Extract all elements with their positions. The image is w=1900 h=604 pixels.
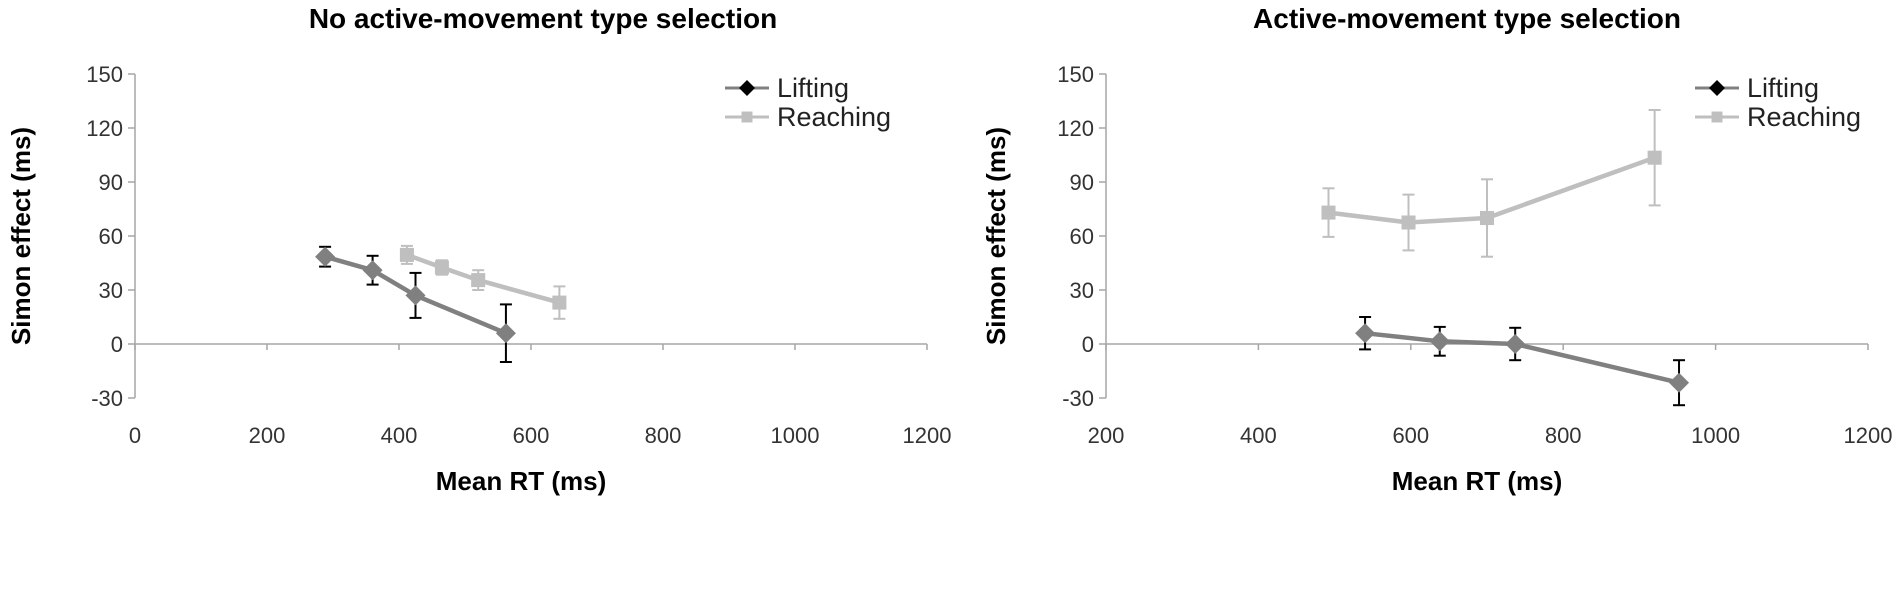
x-tick-label: 400 xyxy=(381,423,418,448)
legend-label: Lifting xyxy=(1747,73,1819,103)
series-line xyxy=(324,254,507,336)
y-tick-label: 90 xyxy=(1070,170,1094,195)
y-tick-label: 150 xyxy=(1057,62,1094,87)
x-tick-label: 800 xyxy=(1545,423,1582,448)
y-tick-label: 0 xyxy=(1082,332,1094,357)
data-point xyxy=(1505,334,1526,354)
data-point xyxy=(1321,205,1336,220)
y-tick-label: 0 xyxy=(111,332,123,357)
y-tick-label: 60 xyxy=(1070,224,1094,249)
legend-label: Reaching xyxy=(1747,102,1861,132)
data-point xyxy=(1479,210,1495,226)
legend-entry-reaching: Reaching xyxy=(725,102,891,132)
legend-marker xyxy=(739,80,755,96)
chart-title: Active-movement type selection xyxy=(1253,3,1681,34)
x-tick-label: 1000 xyxy=(1691,423,1740,448)
data-point xyxy=(1401,215,1416,230)
legend-marker xyxy=(1711,111,1723,123)
x-tick-label: 1000 xyxy=(771,423,820,448)
data-point xyxy=(1355,323,1376,344)
y-axis-title: Simon effect (ms) xyxy=(6,127,36,345)
legend-entry-lifting: Lifting xyxy=(725,73,849,103)
legend-label: Lifting xyxy=(777,73,849,103)
data-point xyxy=(434,260,449,275)
legend-entry-lifting: Lifting xyxy=(1695,73,1819,103)
x-axis-title: Mean RT (ms) xyxy=(1392,466,1562,496)
chart-panel-1: No active-movement type selection-300306… xyxy=(6,3,951,496)
x-tick-label: 400 xyxy=(1240,423,1277,448)
y-tick-label: 90 xyxy=(99,170,123,195)
x-tick-label: 200 xyxy=(249,423,286,448)
legend-marker xyxy=(741,111,753,123)
data-point xyxy=(1429,331,1450,352)
y-tick-label: 120 xyxy=(1057,116,1094,141)
x-tick-label: 600 xyxy=(1392,423,1429,448)
x-tick-label: 800 xyxy=(645,423,682,448)
chart-panel-2: Active-movement type selection -30 0 30 60 90… xyxy=(981,3,1892,496)
legend-marker xyxy=(1709,80,1725,96)
data-point xyxy=(1669,372,1690,393)
chart-title: No active-movement type selection xyxy=(309,3,777,34)
x-tick-label: 1200 xyxy=(1844,423,1893,448)
x-tick-label: 200 xyxy=(1088,423,1125,448)
x-axis-title: Mean RT (ms) xyxy=(436,466,606,496)
series-line xyxy=(406,252,560,305)
y-tick-label: 60 xyxy=(99,224,123,249)
series-lifting xyxy=(315,245,516,363)
series-reaching xyxy=(399,244,567,320)
y-tick-label: -30 xyxy=(1062,386,1094,411)
legend-entry-reaching: Reaching xyxy=(1695,102,1861,132)
y-tick-label: -30 xyxy=(91,386,123,411)
data-point xyxy=(495,323,516,344)
y-axis-title: Simon effect (ms) xyxy=(981,127,1011,345)
y-tick-label: 120 xyxy=(86,116,123,141)
x-tick-label: 600 xyxy=(513,423,550,448)
series-line xyxy=(1328,155,1656,225)
data-point xyxy=(399,247,414,262)
x-tick-label: 1200 xyxy=(903,423,952,448)
x-tick-label: 0 xyxy=(129,423,141,448)
y-tick-label: 30 xyxy=(1070,278,1094,303)
legend-label: Reaching xyxy=(777,102,891,132)
data-point xyxy=(315,246,336,267)
data-point xyxy=(1647,150,1662,165)
series-reaching xyxy=(1321,109,1662,258)
series-lifting xyxy=(1355,316,1690,407)
data-point xyxy=(552,295,567,310)
data-point xyxy=(362,260,383,281)
y-tick-label: 150 xyxy=(86,62,123,87)
data-point xyxy=(405,285,426,306)
series-line xyxy=(1364,330,1680,385)
y-tick-label: 30 xyxy=(99,278,123,303)
data-point xyxy=(471,273,486,288)
